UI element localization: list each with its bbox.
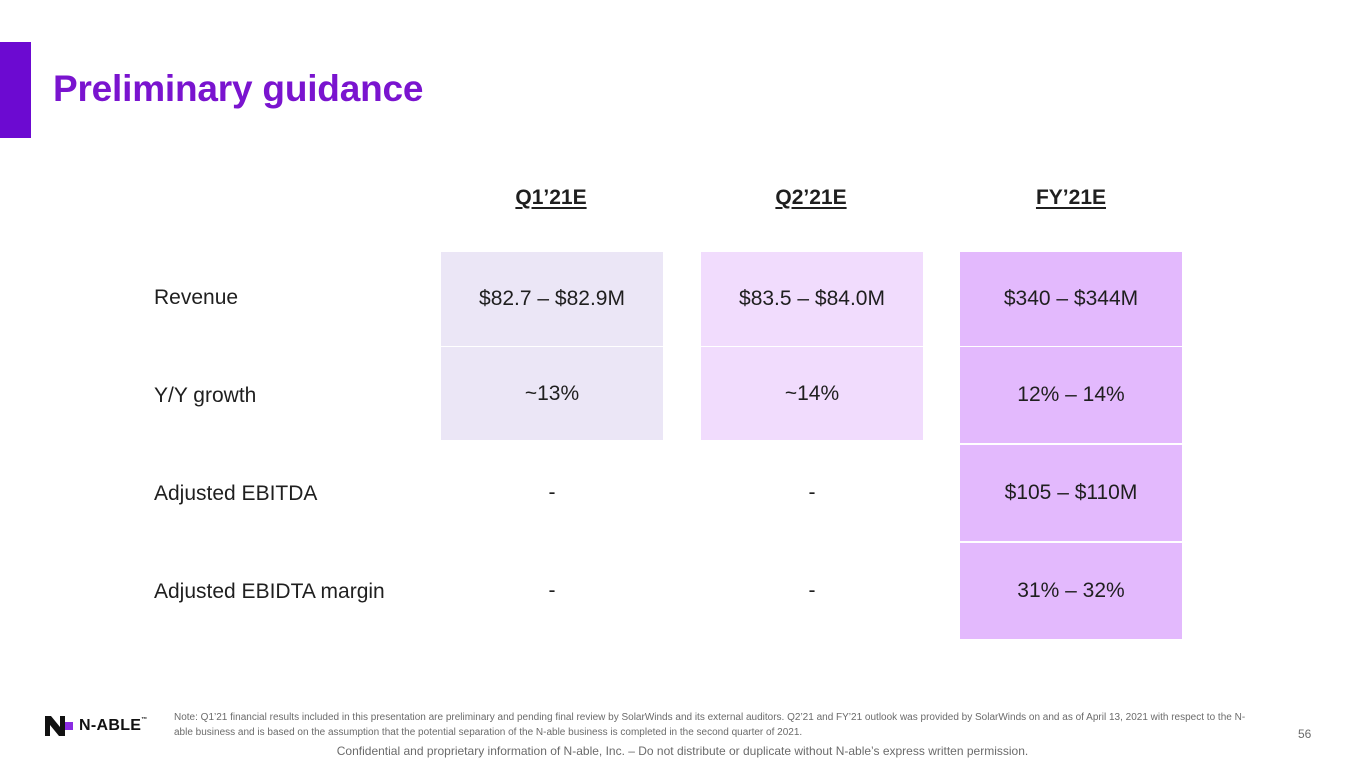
cell-revenue-q2: $83.5 – $84.0M (701, 252, 923, 346)
confidentiality-footer: Confidential and proprietary information… (336, 744, 1029, 758)
footnote: Note: Q1’21 financial results included i… (174, 712, 1246, 738)
cell-growth-fy: 12% – 14% (960, 347, 1182, 443)
title-accent-bar (0, 42, 31, 138)
cell-margin-q2: - (808, 579, 816, 602)
row-label-revenue: Revenue (154, 286, 239, 309)
n-able-logo-text: N-ABLE™ (79, 717, 148, 734)
page-number: 56 (1298, 727, 1312, 741)
cell-growth-q1: ~13% (441, 347, 663, 440)
cell-ebitda-q2: - (808, 481, 816, 504)
page-title: Preliminary guidance (53, 68, 424, 109)
column-header-q2: Q2’21E (775, 186, 847, 209)
cell-margin-q1: - (548, 579, 556, 602)
cell-growth-q2: ~14% (701, 347, 923, 440)
column-header-q1: Q1’21E (515, 186, 587, 209)
n-able-logo: N-ABLE™ (45, 716, 148, 736)
row-label-yy-growth: Y/Y growth (154, 384, 257, 407)
n-able-logo-icon (45, 716, 73, 736)
cell-margin-fy: 31% – 32% (960, 543, 1182, 639)
cell-ebitda-q1: - (548, 481, 556, 504)
cell-revenue-fy: $340 – $344M (960, 252, 1182, 346)
column-header-fy: FY’21E (1035, 186, 1107, 209)
row-label-adjusted-ebitda: Adjusted EBITDA (154, 482, 318, 505)
cell-ebitda-fy: $105 – $110M (960, 445, 1182, 541)
row-label-ebidta-margin: Adjusted EBIDTA margin (154, 580, 385, 603)
cell-revenue-q1: $82.7 – $82.9M (441, 252, 663, 346)
